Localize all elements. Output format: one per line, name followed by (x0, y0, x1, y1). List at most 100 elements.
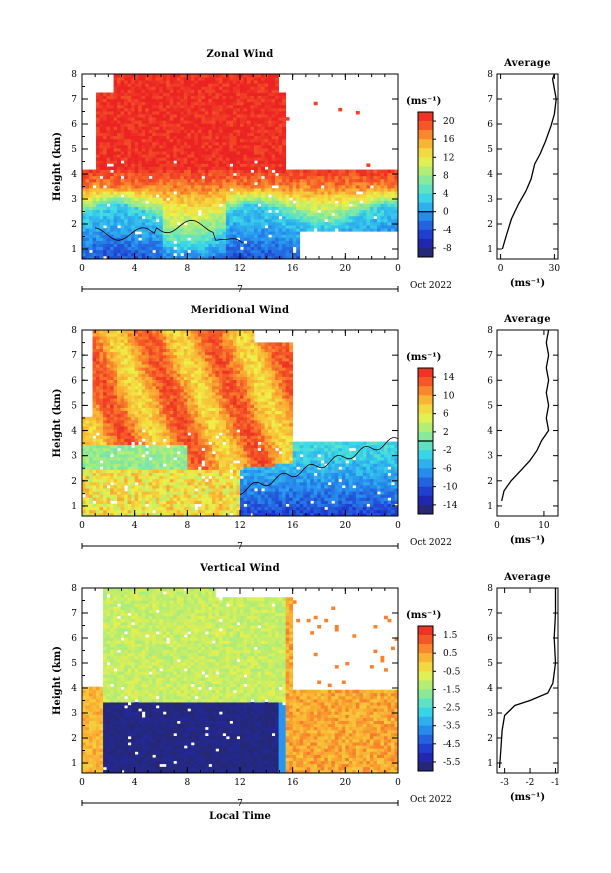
heatmap-cell (215, 148, 220, 152)
heatmap-cell (232, 222, 237, 226)
heatmap-cell (103, 178, 107, 183)
heatmap-cell (99, 111, 104, 115)
heatmap-cell (275, 255, 280, 260)
heatmap-cell (250, 77, 255, 81)
heatmap-cell (127, 460, 132, 464)
heatmap-cell (99, 385, 104, 390)
heatmap-cell (352, 212, 357, 217)
colorbar-segment (418, 202, 433, 212)
heatmap-cell (208, 154, 213, 158)
heatmap-cell (243, 237, 248, 241)
heatmap-cell (348, 206, 353, 211)
heatmap-cell (99, 392, 104, 396)
heatmap-cell (285, 249, 290, 254)
heatmap-cell (183, 188, 188, 192)
heatmap-cell (327, 197, 332, 201)
heatmap-cell (320, 194, 325, 198)
heatmap-cell (169, 111, 174, 115)
heatmap-cell (232, 123, 237, 127)
heatmap-cell (313, 197, 318, 201)
heatmap-cell (169, 185, 174, 189)
heatmap-cell (124, 370, 129, 374)
heatmap-cell (250, 141, 255, 146)
heatmap-cell (145, 185, 150, 189)
heatmap-cell (369, 203, 374, 207)
heatmap-cell (106, 426, 111, 430)
heatmap-cell (134, 249, 139, 254)
heatmap-cell (250, 228, 255, 232)
heatmap-cell (110, 475, 114, 480)
heatmap-cell (145, 181, 150, 186)
heatmap-cell (131, 398, 136, 402)
heatmap-cell (141, 117, 146, 121)
heatmap-cell (352, 228, 357, 232)
heatmap-cell (201, 154, 206, 158)
heatmap-cell (148, 135, 153, 140)
heatmap-cell (250, 135, 255, 140)
heatmap-cell (162, 163, 167, 167)
heatmap-cell (117, 432, 122, 436)
heatmap-cell (236, 83, 241, 87)
heatmap-cell (183, 175, 188, 180)
heatmap-cell (183, 218, 188, 223)
heatmap-cell (138, 497, 143, 501)
heatmap-cell (180, 218, 185, 223)
heatmap-cell (134, 336, 139, 340)
heatmap-cell (176, 83, 181, 87)
heatmap-cell (303, 209, 308, 214)
heatmap-cell (218, 114, 223, 118)
heatmap-cell (320, 175, 325, 180)
heatmap-cell (110, 206, 114, 211)
heatmap-cell (110, 240, 114, 244)
heatmap-cell (138, 457, 143, 461)
heatmap-cell (169, 144, 174, 149)
heatmap-cell (106, 491, 111, 495)
heatmap-cell (89, 237, 93, 241)
heatmap-cell (225, 104, 230, 109)
heatmap-cell (296, 169, 301, 174)
heatmap-cell (355, 200, 360, 204)
heatmap-cell (162, 148, 167, 152)
heatmap-cell (134, 218, 139, 223)
heatmap-cell (232, 120, 237, 124)
heatmap-cell (225, 148, 230, 152)
heatmap-cell (243, 222, 248, 226)
heatmap-cell (176, 86, 181, 90)
heatmap-cell (96, 357, 100, 362)
heatmap-cell (243, 144, 248, 149)
heatmap-cell (120, 83, 125, 87)
heatmap-cell (194, 129, 199, 133)
heatmap-cell (275, 138, 280, 143)
heatmap-cell (134, 135, 139, 140)
heatmap-cell (162, 215, 167, 220)
heatmap-cell (211, 209, 216, 214)
heatmap-cell (131, 466, 136, 470)
heatmap-cell (292, 172, 297, 177)
heatmap-cell (271, 126, 276, 130)
heatmap-cell (247, 200, 251, 204)
heatmap-cell (127, 120, 132, 124)
heatmap-cell (180, 120, 185, 124)
heatmap-cell (254, 225, 258, 229)
heatmap-cell (110, 441, 114, 446)
heatmap-cell (211, 237, 216, 241)
heatmap-cell (176, 218, 181, 223)
heatmap-cell (215, 169, 220, 174)
heatmap-cell (82, 191, 86, 195)
heatmap-cell (282, 175, 287, 180)
heatmap-cell (106, 231, 111, 235)
heatmap-cell (296, 225, 301, 229)
heatmap-cell (222, 240, 227, 244)
heatmap-cell (387, 175, 392, 180)
heatmap-cell (282, 197, 287, 201)
heatmap-cell (173, 255, 178, 260)
heatmap-cell (124, 123, 129, 127)
heatmap-cell (338, 169, 343, 174)
heatmap-cell (173, 111, 178, 115)
heatmap-cell (348, 212, 353, 217)
heatmap-cell (240, 169, 244, 174)
heatmap-cell (229, 120, 234, 124)
heatmap-cell (124, 80, 129, 84)
heatmap-cell (96, 206, 100, 211)
heatmap-cell (183, 114, 188, 118)
